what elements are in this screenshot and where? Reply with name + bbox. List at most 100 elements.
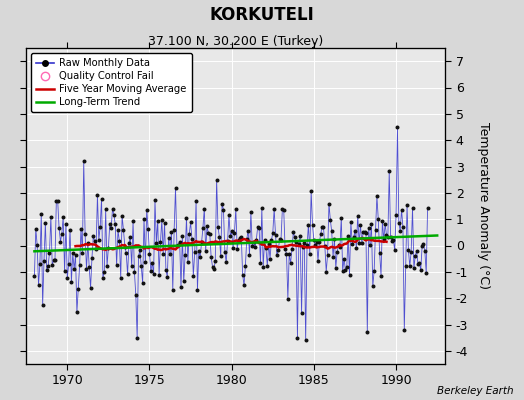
Point [116,274,125,281]
Point [404,247,412,254]
Point [215,234,224,240]
Point [226,233,235,239]
Point [258,205,266,212]
Point [133,334,141,341]
Point [368,283,377,289]
Point [45,250,53,256]
Point [58,230,66,237]
Point [62,220,70,227]
Point [230,230,238,236]
Point [378,218,387,224]
Point [384,234,392,240]
Point [256,259,265,266]
Point [159,250,167,257]
Point [137,263,146,269]
Point [64,261,73,268]
Point [169,287,177,293]
Point [379,236,388,242]
Point [248,243,256,249]
Point [205,230,214,237]
Point [383,232,391,238]
Point [423,205,432,211]
Point [348,241,356,248]
Point [271,232,280,238]
Point [251,244,259,250]
Point [103,263,111,270]
Point [127,263,136,269]
Point [339,268,347,274]
Point [111,221,119,227]
Point [170,227,178,233]
Point [358,240,366,246]
Point [151,197,159,203]
Point [222,259,231,266]
Point [374,216,383,222]
Point [351,228,359,235]
Point [274,247,282,254]
Point [92,246,100,252]
Point [78,250,86,256]
Point [330,236,339,243]
Point [143,206,151,213]
Point [276,235,284,242]
Point [294,240,303,247]
Point [272,252,281,259]
Point [85,264,93,270]
Point [282,250,291,257]
Point [333,248,341,255]
Point [247,209,255,215]
Point [113,262,121,268]
Point [323,252,332,258]
Point [259,264,267,270]
Point [95,236,103,243]
Point [311,242,320,248]
Point [38,302,47,308]
Point [70,266,79,272]
Point [334,242,343,248]
Point [269,230,277,236]
Point [144,226,152,232]
Point [329,254,337,260]
Point [362,230,370,236]
Point [310,237,318,244]
Point [105,221,114,228]
Point [316,231,325,237]
Point [386,234,395,241]
Point [55,225,63,231]
Point [63,275,71,281]
Point [204,230,213,236]
Point [328,228,336,234]
Point [408,205,417,211]
Point [340,255,348,262]
Point [372,226,380,233]
Point [393,124,401,130]
Point [373,193,381,199]
Point [52,198,61,204]
Point [147,268,155,274]
Point [198,239,206,245]
Point [289,229,298,236]
Point [102,206,110,213]
Point [148,260,157,266]
Point [422,270,430,276]
Point [31,226,40,232]
Point [233,246,242,252]
Point [296,233,304,240]
Point [211,258,220,264]
Point [389,237,398,243]
Point [249,239,258,246]
Point [178,233,187,239]
Point [174,242,182,248]
Point [42,267,51,274]
Point [410,265,418,271]
Point [71,252,80,259]
Point [182,214,191,221]
Point [288,246,296,252]
Point [243,236,251,242]
Point [110,212,118,218]
Point [347,219,355,225]
Point [69,250,77,256]
Point [281,246,289,253]
Point [81,231,89,237]
Point [283,295,292,302]
